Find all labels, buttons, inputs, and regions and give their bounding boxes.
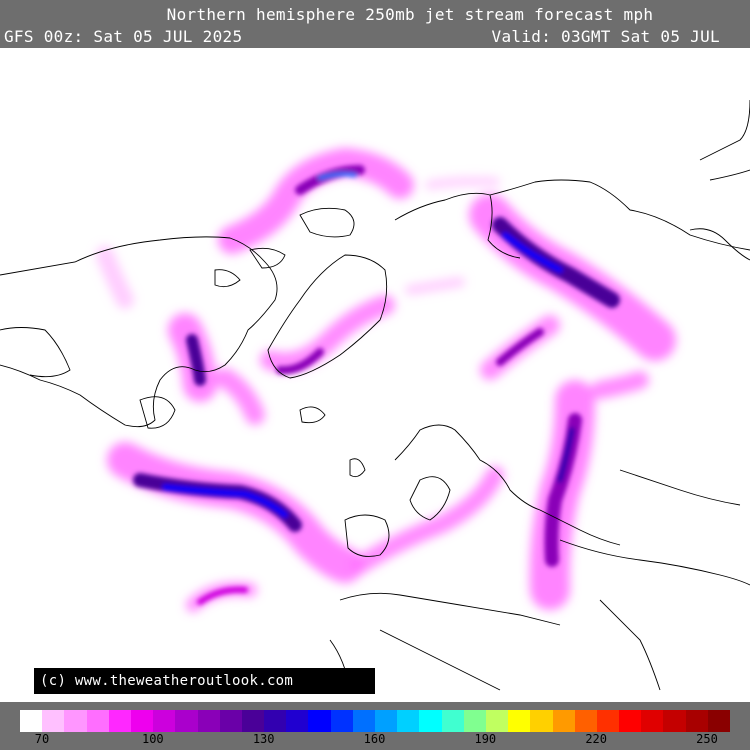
legend-tick-label: 100 — [141, 732, 164, 746]
legend-swatch — [375, 710, 398, 732]
legend-swatch — [130, 710, 154, 732]
coastlines — [0, 99, 750, 691]
legend-swatch — [42, 710, 65, 732]
legend-swatch — [153, 710, 176, 732]
model-run-label: GFS 00z: Sat 05 JUL 2025 — [4, 27, 243, 46]
legend-tick-label: 220 — [585, 732, 607, 746]
legend-swatch — [308, 710, 331, 732]
valid-time-label: Valid: 03GMT Sat 05 JUL — [491, 27, 720, 46]
legend-swatch — [330, 710, 353, 732]
legend-tick-label: 190 — [474, 732, 497, 746]
color-scale-legend: 70 100 130 160 190 220 250 — [0, 702, 750, 750]
legend-swatch — [264, 710, 287, 732]
scale-ticks: 70 100 130 160 190 220 250 — [0, 732, 750, 748]
legend-tick-label: 160 — [363, 732, 386, 746]
legend-swatch — [286, 710, 309, 732]
legend-swatch — [596, 710, 620, 732]
legend-swatch — [552, 710, 575, 732]
copyright-credit: (c) www.theweatheroutlook.com — [34, 668, 375, 694]
legend-swatch — [508, 710, 531, 732]
legend-swatch — [685, 710, 708, 732]
legend-tick-label: 70 — [34, 732, 50, 746]
legend-swatch — [530, 710, 553, 732]
legend-tick-label: 130 — [252, 732, 275, 746]
legend-swatch — [419, 710, 442, 732]
legend-swatch — [441, 710, 464, 732]
legend-swatch — [241, 710, 265, 732]
color-swatches — [20, 710, 730, 732]
legend-swatch — [20, 710, 43, 732]
legend-swatch — [108, 710, 131, 732]
legend-swatch — [574, 710, 597, 732]
legend-swatch — [663, 710, 686, 732]
legend-swatch — [197, 710, 220, 732]
legend-swatch — [641, 710, 664, 732]
legend-swatch — [64, 710, 87, 732]
map-title: Northern hemisphere 250mb jet stream for… — [166, 5, 654, 24]
legend-swatch — [397, 710, 420, 732]
title-bar: Northern hemisphere 250mb jet stream for… — [0, 0, 750, 48]
legend-swatch — [707, 710, 730, 732]
legend-swatch — [219, 710, 242, 732]
legend-swatch — [175, 710, 198, 732]
legend-swatch — [485, 710, 509, 732]
legend-swatch — [463, 710, 486, 732]
jet-stream-bands — [96, 147, 676, 612]
legend-swatch — [619, 710, 642, 732]
legend-tick-label: 250 — [696, 732, 718, 746]
legend-swatch — [352, 710, 375, 732]
jet-stream-map — [0, 99, 750, 691]
legend-swatch — [86, 710, 109, 732]
